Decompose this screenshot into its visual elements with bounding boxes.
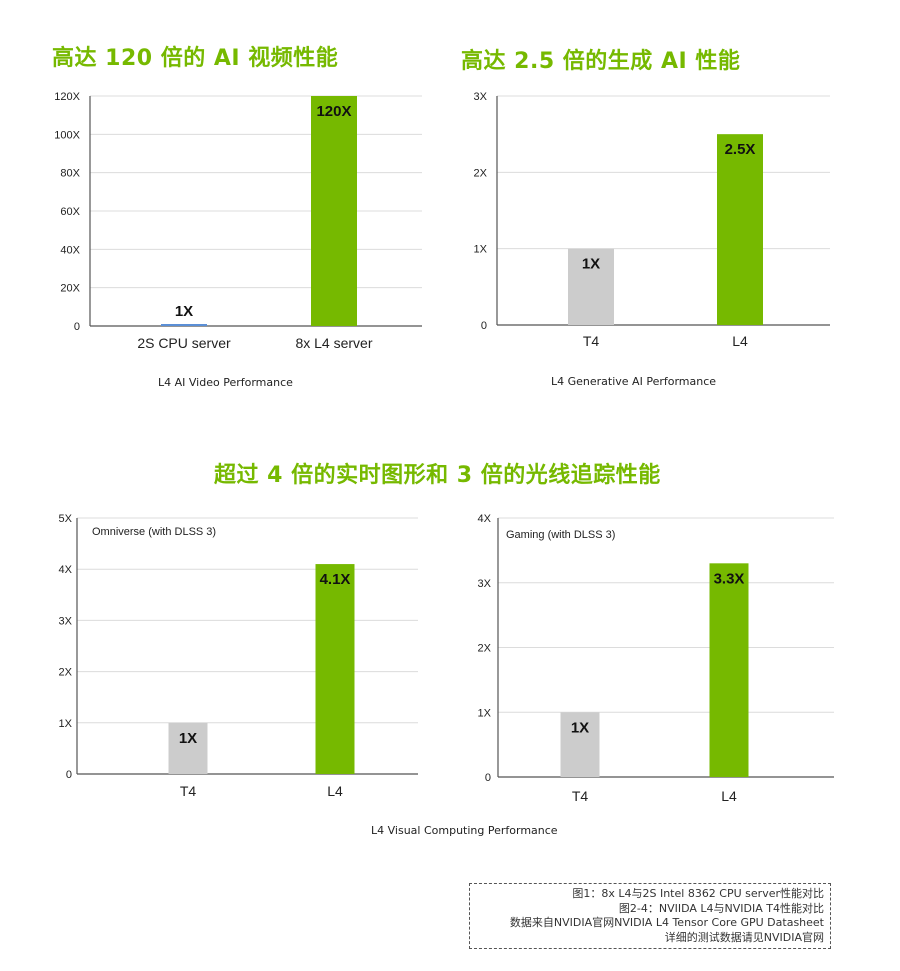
x-category-label: L4	[721, 788, 737, 804]
x-category-label: T4	[180, 783, 197, 799]
y-tick-label: 1X	[478, 707, 492, 719]
note-line: 图1：8x L4与2S Intel 8362 CPU server性能对比	[572, 887, 824, 900]
y-tick-label: 1X	[474, 244, 488, 256]
y-tick-label: 3X	[478, 578, 492, 590]
y-tick-label: 1X	[59, 718, 73, 730]
data-label: 3.3X	[714, 570, 745, 587]
y-tick-label: 0	[481, 320, 487, 332]
data-label: 4.1X	[320, 571, 351, 588]
chart-title: Omniverse (with DLSS 3)	[92, 526, 216, 538]
bar	[161, 324, 207, 326]
y-tick-label: 20X	[60, 283, 80, 295]
y-tick-label: 2X	[474, 167, 488, 179]
y-tick-label: 40X	[60, 244, 80, 256]
bar	[568, 248, 614, 325]
y-tick-label: 0	[66, 769, 72, 781]
y-tick-label: 80X	[60, 168, 80, 180]
x-category-label: L4	[327, 783, 343, 799]
heading-visual-computing-performance: 超过 4 倍的实时图形和 3 倍的光线追踪性能	[214, 463, 661, 488]
y-tick-label: 60X	[60, 206, 80, 218]
source-note-box: 图1：8x L4与2S Intel 8362 CPU server性能对比 图2…	[469, 883, 831, 949]
y-tick-label: 4X	[59, 564, 73, 576]
caption-generative: L4 Generative AI Performance	[551, 375, 717, 388]
bar	[709, 563, 749, 777]
y-tick-label: 3X	[474, 91, 488, 103]
x-category-label: 2S CPU server	[137, 335, 231, 351]
note-line: 图2-4：NVIIDA L4与NVIDIA T4性能对比	[618, 901, 824, 915]
heading-generative-ai-performance: 高达 2.5 倍的生成 AI 性能	[461, 49, 741, 74]
data-label: 2.5X	[725, 141, 756, 158]
y-tick-label: 0	[74, 321, 80, 333]
note-line: 详细的测试数据请见NVIDIA官网	[664, 930, 824, 944]
data-label: 1X	[179, 730, 197, 747]
y-tick-label: 100X	[54, 129, 80, 141]
bar	[315, 564, 355, 774]
caption-visual: L4 Visual Computing Performance	[371, 824, 558, 837]
y-tick-label: 2X	[478, 643, 492, 655]
data-label: 1X	[582, 256, 600, 273]
y-tick-label: 2X	[59, 667, 73, 679]
bar	[168, 722, 208, 774]
y-tick-label: 3X	[59, 615, 73, 627]
data-label: 1X	[175, 303, 193, 320]
note-line: 数据来自NVIDIA官网NVIDIA L4 Tensor Core GPU Da…	[509, 916, 824, 929]
x-category-label: T4	[583, 333, 600, 349]
y-tick-label: 0	[485, 772, 491, 784]
data-label: 120X	[316, 103, 351, 120]
heading-video-performance: 高达 120 倍的 AI 视频性能	[52, 46, 339, 71]
caption-video: L4 AI Video Performance	[158, 376, 293, 389]
y-tick-label: 5X	[59, 513, 73, 525]
data-label: 1X	[571, 719, 589, 736]
x-category-label: T4	[572, 788, 589, 804]
bar	[717, 134, 763, 325]
x-category-label: L4	[732, 333, 748, 349]
bar	[560, 712, 600, 777]
chart-title: Gaming (with DLSS 3)	[506, 529, 615, 541]
x-category-label: 8x L4 server	[295, 335, 372, 351]
y-tick-label: 120X	[54, 91, 80, 103]
bar	[311, 96, 357, 326]
y-tick-label: 4X	[478, 513, 492, 525]
